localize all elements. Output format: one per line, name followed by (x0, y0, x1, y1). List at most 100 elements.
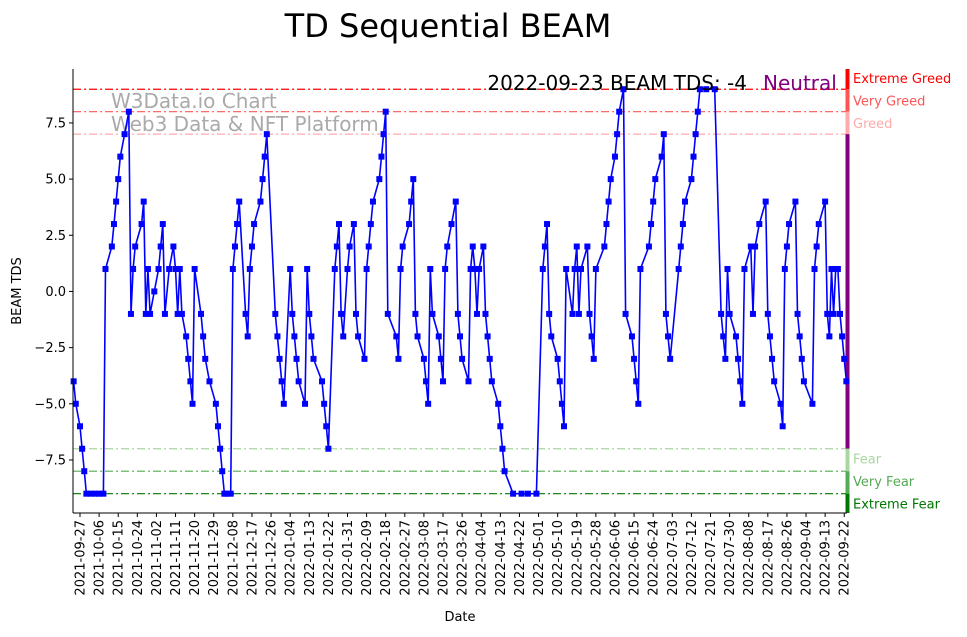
data-point (293, 355, 300, 362)
data-point (393, 333, 400, 340)
data-point (486, 355, 493, 362)
data-point (499, 445, 506, 452)
x-tick-label: 2021-12-08 (226, 520, 241, 596)
data-point (633, 378, 640, 385)
x-tick-label: 2022-07-03 (666, 520, 681, 596)
data-point (539, 265, 546, 272)
x-tick-label: 2022-02-09 (360, 520, 375, 596)
data-point (675, 265, 682, 272)
data-point (658, 153, 665, 160)
data-point (682, 198, 689, 205)
data-point (174, 310, 181, 317)
data-point (546, 310, 553, 317)
data-point (662, 310, 669, 317)
data-point (338, 310, 345, 317)
data-point (592, 265, 599, 272)
data-point (631, 355, 638, 362)
data-point (471, 265, 478, 272)
data-point (321, 400, 328, 407)
data-point (558, 400, 565, 407)
x-tick-label: 2021-10-06 (93, 520, 108, 596)
y-axis-label: BEAM TDS (10, 257, 25, 325)
data-point (155, 265, 162, 272)
data-point (811, 265, 818, 272)
y-tick-label: 0.0 (45, 285, 66, 300)
x-tick-label: 2021-11-29 (207, 520, 222, 596)
data-point (752, 243, 759, 250)
data-point (127, 310, 134, 317)
data-point (563, 265, 570, 272)
y-tick-label: −7.5 (34, 453, 66, 468)
data-point (779, 423, 786, 430)
data-point (690, 153, 697, 160)
data-point (792, 198, 799, 205)
status-bar-segment (845, 111, 850, 135)
data-point (263, 131, 270, 138)
level-lines: Extreme Greed Very Greed Greed Fear Very Fea… (73, 72, 951, 513)
data-point (138, 221, 145, 228)
data-point (771, 378, 778, 385)
data-point (603, 221, 610, 228)
level-label: Extreme Greed (853, 72, 951, 87)
level-label: Very Fear (853, 475, 915, 490)
x-tick-label: 2022-08-26 (780, 520, 795, 596)
data-point (335, 221, 342, 228)
data-point (824, 310, 831, 317)
data-point (533, 490, 540, 497)
data-point (454, 310, 461, 317)
data-point (110, 221, 117, 228)
data-point (178, 310, 185, 317)
y-tick-label: −5.0 (34, 397, 66, 412)
data-point (397, 265, 404, 272)
data-point (677, 243, 684, 250)
data-point (276, 355, 283, 362)
data-point (172, 265, 179, 272)
data-point (665, 333, 672, 340)
data-point (140, 198, 147, 205)
status-bar-segment (845, 89, 850, 112)
data-point (720, 333, 727, 340)
data-point (732, 333, 739, 340)
data-point (465, 378, 472, 385)
data-point (556, 378, 563, 385)
data-point (295, 378, 302, 385)
x-tick-label: 2022-06-24 (647, 520, 662, 596)
y-tick-label: 5.0 (45, 173, 66, 188)
status-bar-segment (845, 448, 850, 472)
x-tick-label: 2022-06-15 (628, 520, 643, 596)
latest-status: Neutral (763, 71, 837, 95)
status-bar-segment (845, 471, 850, 494)
data-point (331, 265, 338, 272)
data-point (696, 86, 703, 93)
level-label: Extreme Fear (853, 498, 941, 513)
data-point (242, 310, 249, 317)
watermark: W3Data.io Chart Web3 Data & NFT Platform (111, 89, 379, 136)
data-point (590, 355, 597, 362)
data-point (367, 221, 374, 228)
x-tick-label: 2022-05-01 (532, 520, 547, 596)
x-tick-label: 2022-01-22 (322, 520, 337, 596)
data-point (72, 400, 79, 407)
series-line (72, 88, 848, 495)
data-point (620, 86, 627, 93)
status-bar-segment (845, 134, 850, 449)
data-point (166, 265, 173, 272)
data-point (739, 400, 746, 407)
data-point (115, 176, 122, 183)
data-point (554, 355, 561, 362)
data-point (575, 310, 582, 317)
data-point (306, 310, 313, 317)
data-point (796, 333, 803, 340)
data-point (679, 221, 686, 228)
data-point (766, 333, 773, 340)
x-tick-label: 2022-01-04 (284, 520, 299, 596)
data-point (223, 490, 230, 497)
level-label: Fear (853, 453, 882, 468)
data-point (130, 265, 137, 272)
data-point (622, 310, 629, 317)
data-point (185, 355, 192, 362)
data-point (822, 198, 829, 205)
chart-title: TD Sequential BEAM (284, 7, 612, 45)
data-point (756, 221, 763, 228)
x-tick-label: 2022-02-27 (398, 520, 413, 596)
